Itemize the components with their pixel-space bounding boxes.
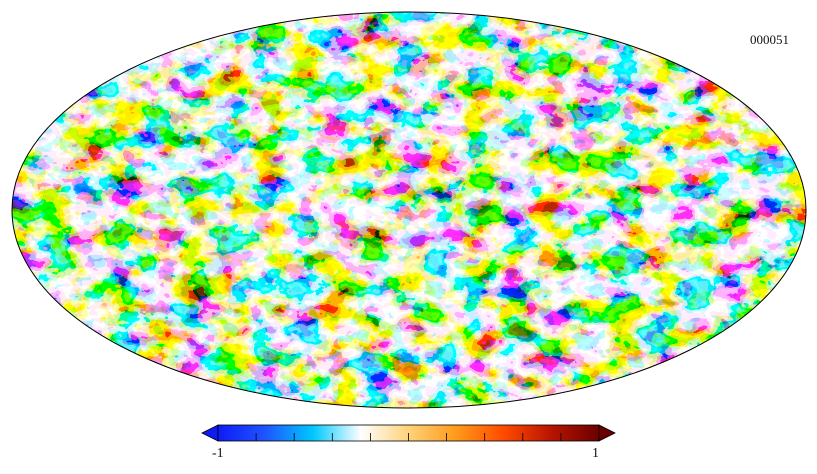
colorbar-max-label: 1 — [592, 446, 599, 461]
colorbar-ticks — [255, 433, 562, 441]
colorbar-min-label: -1 — [212, 446, 224, 461]
colorbar-right-arrow — [598, 424, 616, 442]
map-outline — [11, 11, 807, 409]
sky-field — [12, 12, 806, 408]
colorbar — [201, 424, 616, 442]
mollweide-map — [11, 11, 807, 409]
colorbar-left-arrow — [201, 424, 219, 442]
map-identifier: 000051 — [750, 32, 789, 47]
